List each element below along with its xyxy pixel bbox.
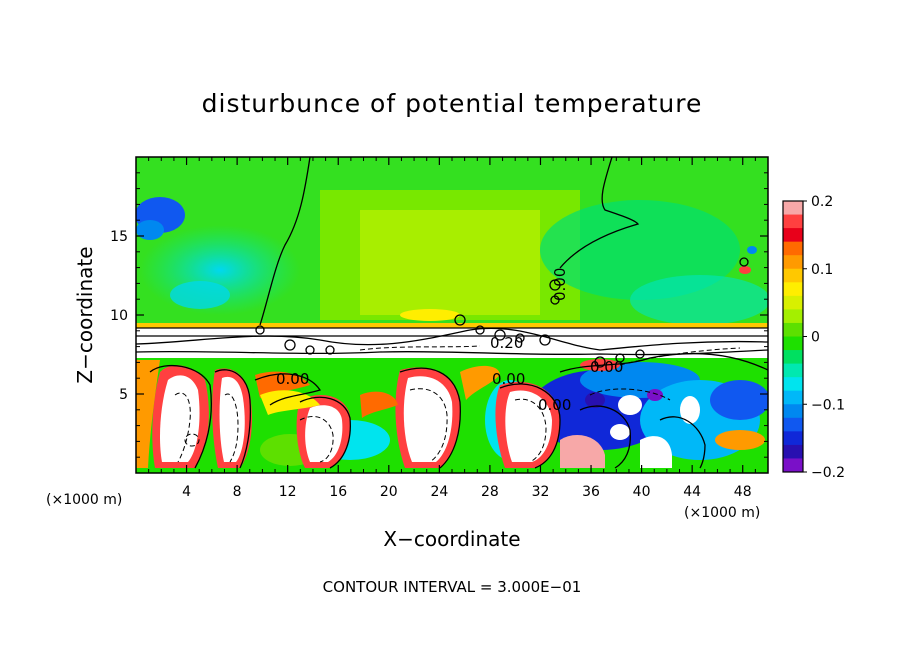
colorbar-swatch [783,201,803,216]
x-axis-label: X−coordinate [383,527,520,551]
y-tick-label: 10 [110,308,128,324]
colorbar-swatch [783,431,803,446]
x-tick-label: 40 [633,484,651,500]
colorbar-swatch [783,336,803,351]
x-tick-label: 20 [380,484,398,500]
colorbar-swatch [783,228,803,243]
colorbar-swatch [783,214,803,229]
colorbar-swatch [783,255,803,270]
x-unit-left: (×1000 m) [46,492,122,508]
contour-label: 0.20 [490,334,523,352]
colorbar-swatch [783,363,803,378]
x-tick-label: 48 [734,484,752,500]
chart-title: disturbunce of potential temperature [202,89,703,118]
contour-label: 0.00 [276,370,309,388]
x-axis: 4 8 12 16 20 24 28 32 36 40 44 48 [148,157,756,500]
y-tick-label: 5 [119,387,128,403]
colorbar-swatch [783,309,803,324]
colorbar-tick-label: −0.1 [811,397,845,413]
colorbar-swatch [783,458,803,473]
contour-label: 0.00 [492,370,525,388]
colorbar-swatch [783,417,803,432]
x-unit-right: (×1000 m) [684,505,760,521]
colorbar-swatch [783,404,803,419]
colorbar-swatch [783,295,803,310]
heatmap-field [136,157,768,473]
x-tick-label: 4 [182,484,191,500]
colorbar-ticks: 0.2 0.1 0 −0.1 −0.2 [803,194,845,481]
contour-interval-note: CONTOUR INTERVAL = 3.000E−01 [323,578,582,596]
colorbar-swatch [783,268,803,283]
y-axis-label: Z−coordinate [73,246,97,383]
colorbar-swatch [783,282,803,297]
colorbar [782,200,804,473]
x-tick-label: 32 [532,484,550,500]
x-tick-label: 44 [683,484,701,500]
colorbar-swatch [783,322,803,337]
y-axis: 5 10 15 [110,172,768,458]
x-tick-label: 12 [279,484,297,500]
x-tick-label: 8 [233,484,242,500]
contour-label: 0.00 [538,396,571,414]
colorbar-swatch [783,444,803,459]
x-tick-label: 16 [329,484,347,500]
y-tick-label: 15 [110,229,128,245]
colorbar-tick-label: 0.2 [811,194,833,210]
colorbar-tick-label: 0 [811,330,820,346]
contour-label: 0.00 [551,268,569,301]
x-tick-label: 36 [582,484,600,500]
colorbar-swatch [783,390,803,405]
contour-labels: 0.00 0.00 0.00 0.00 0.00 0.20 [276,268,623,414]
colorbar-swatch [783,350,803,365]
contour-label: 0.00 [590,358,623,376]
colorbar-swatch [783,377,803,392]
colorbar-swatch [783,241,803,256]
colorbar-tick-label: 0.1 [811,262,833,278]
x-tick-label: 24 [430,484,448,500]
colorbar-tick-label: −0.2 [811,465,845,481]
x-tick-label: 28 [481,484,499,500]
